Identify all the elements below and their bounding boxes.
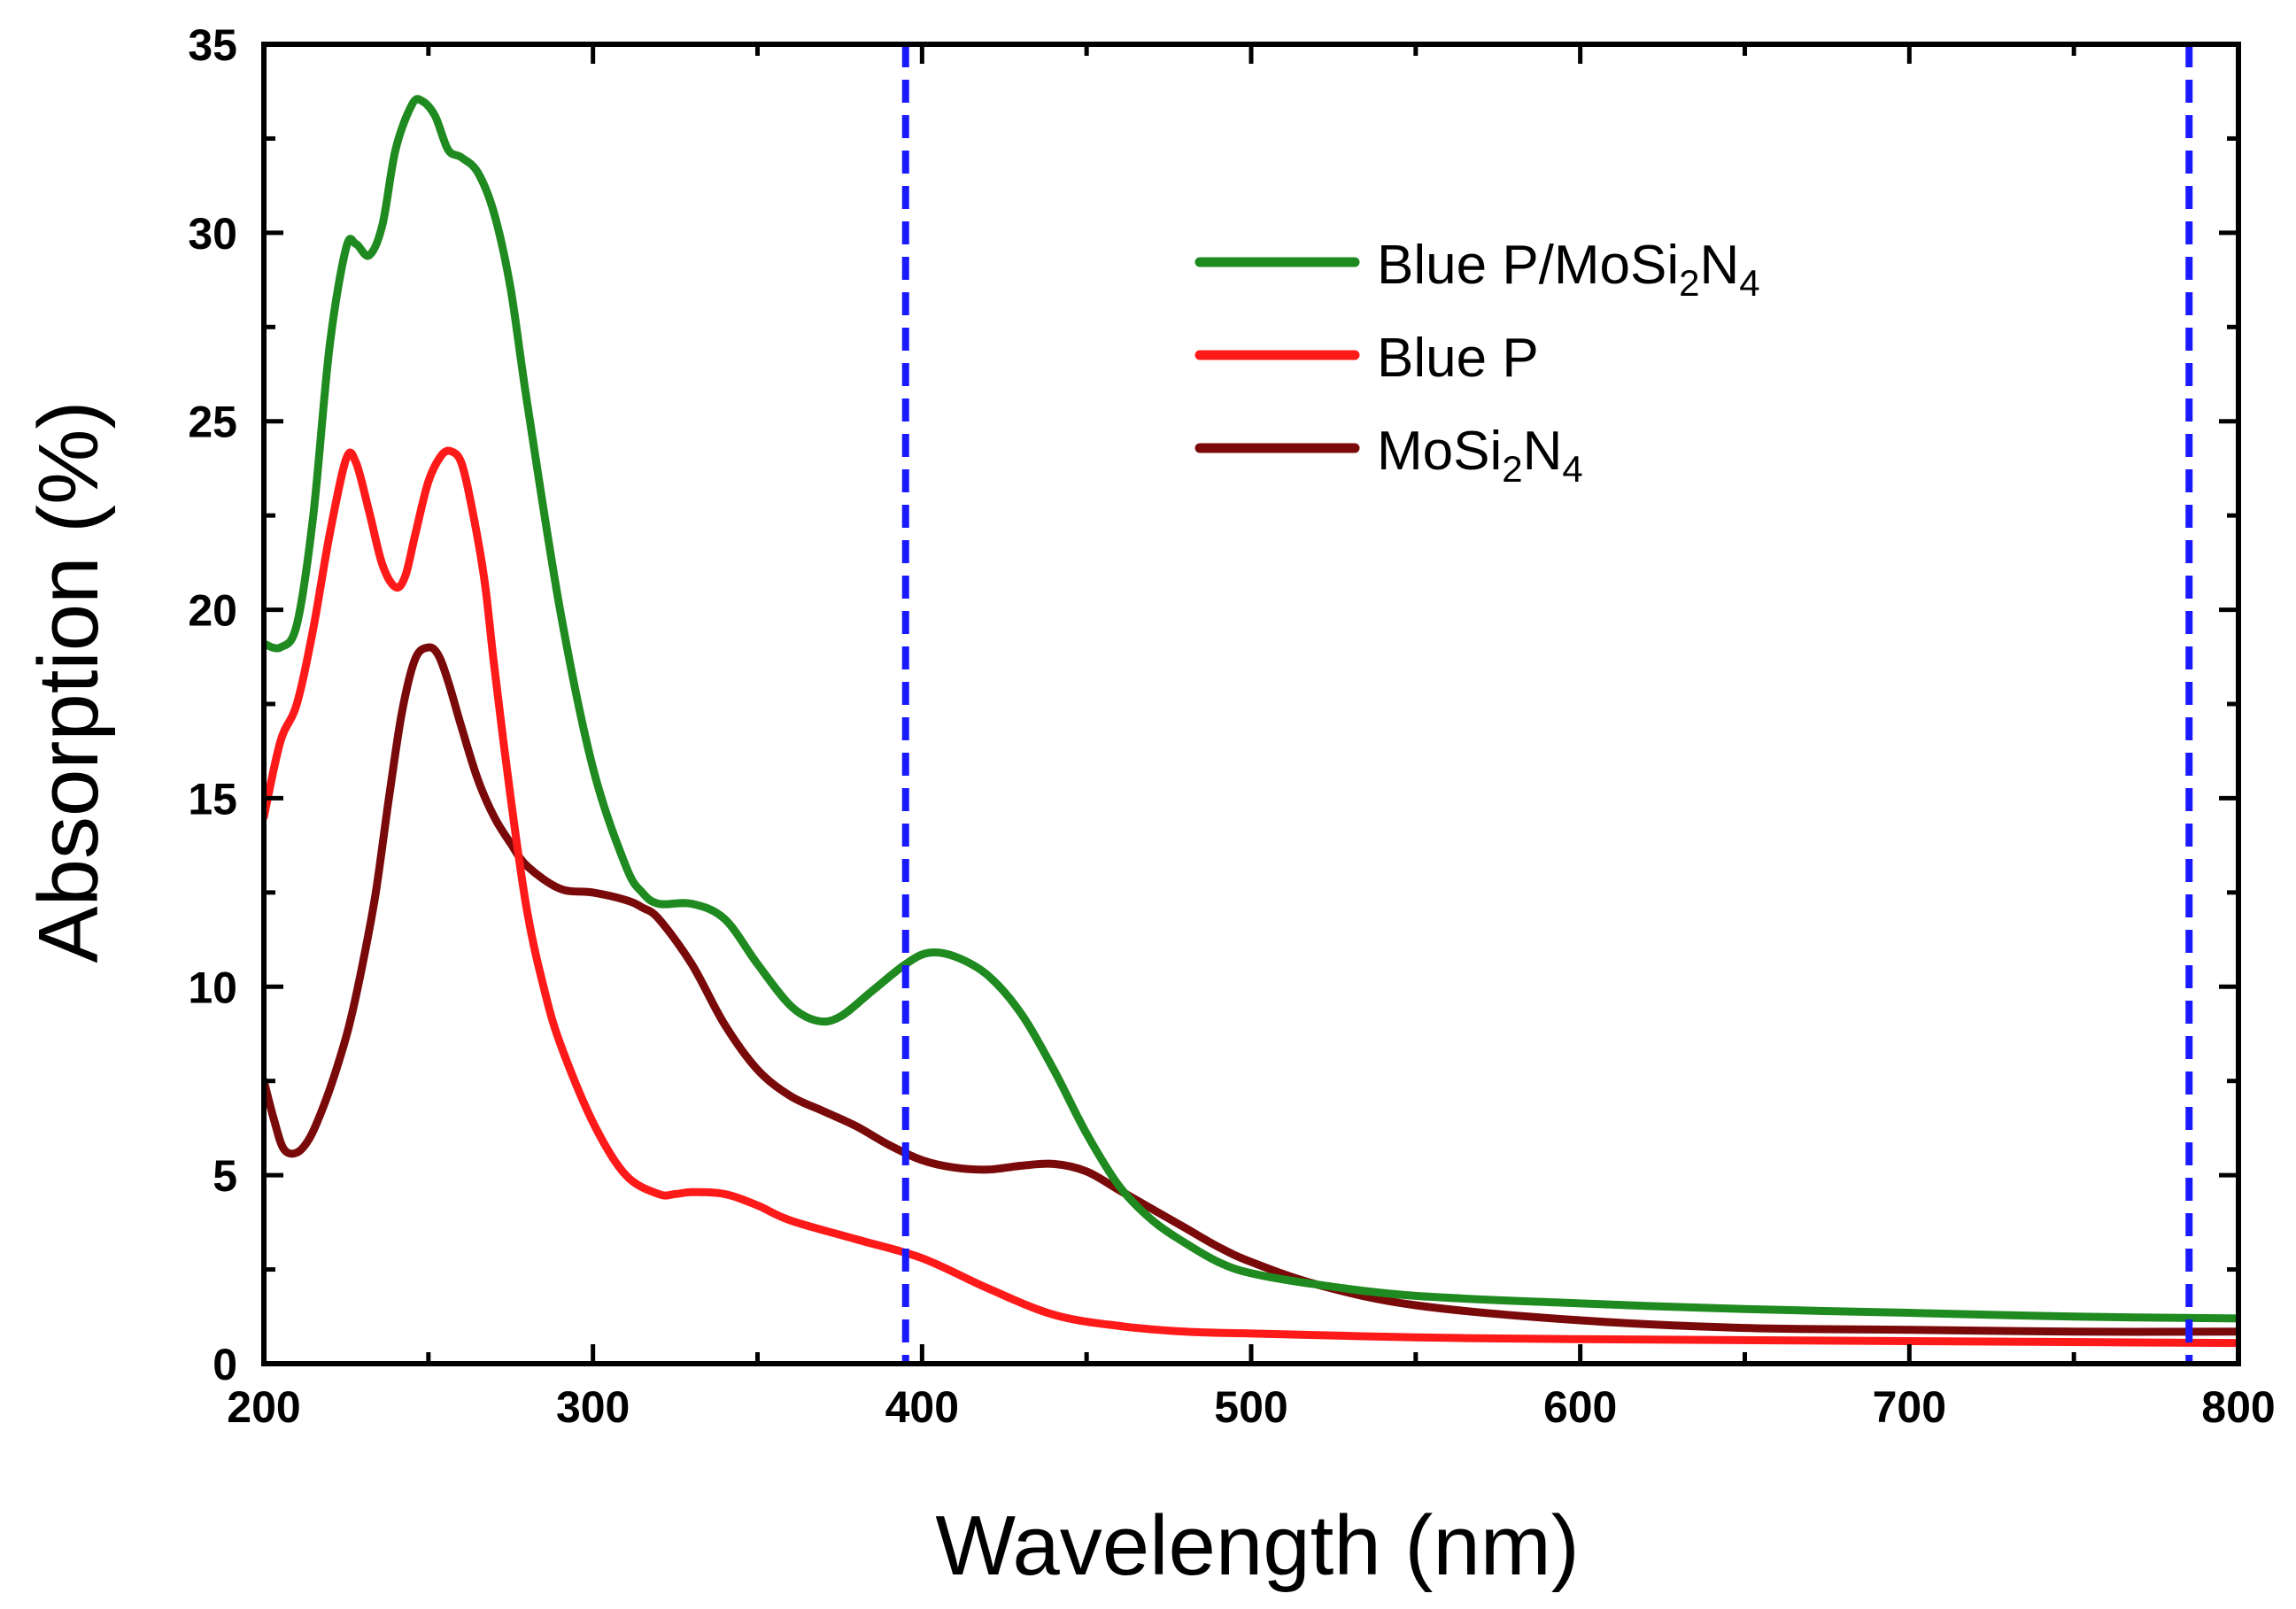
series-line-blue-p-mosi2n4 (264, 95, 2238, 1323)
series-line-blue-p (264, 446, 2238, 1348)
legend: Blue P/MoSi2N4 Blue P MoSi2N4 (1194, 235, 1760, 490)
y-tick-label: 20 (188, 586, 237, 636)
y-tick-label: 10 (188, 963, 237, 1012)
y-axis-title: Absorption (%) (21, 401, 116, 963)
y-tick-label: 30 (188, 209, 237, 259)
x-axis-title: Wavelength (nm) (935, 1498, 1579, 1593)
x-tick-label: 400 (885, 1382, 959, 1432)
x-tick-label: 800 (2201, 1382, 2275, 1432)
x-tick-label: 700 (1873, 1382, 1946, 1432)
y-tick-label: 5 (213, 1151, 237, 1201)
y-tick-label: 25 (188, 398, 237, 447)
reference-lines (901, 44, 2193, 1364)
x-tick-label: 600 (1543, 1382, 1617, 1432)
series-layer (264, 95, 2238, 1348)
series-line-mosi2n4 (264, 643, 2238, 1336)
x-tick-label: 200 (227, 1382, 300, 1432)
legend-label: Blue P/MoSi2N4 (1377, 235, 1760, 304)
plot-frame (261, 42, 2241, 1366)
y-tick-label: 35 (188, 20, 237, 70)
y-tick-label: 15 (188, 774, 237, 824)
axis-ticks (261, 42, 2241, 1366)
x-tick-label: 500 (1214, 1382, 1287, 1432)
legend-label: Blue P (1377, 328, 1539, 389)
y-tick-label: 0 (213, 1340, 237, 1389)
x-tick-label: 300 (556, 1382, 630, 1432)
legend-label: MoSi2N4 (1377, 421, 1583, 490)
axis-tick-labels: 200 300 400 500 600 700 800 0 5 10 15 20 25 30 35 (188, 20, 2275, 1432)
